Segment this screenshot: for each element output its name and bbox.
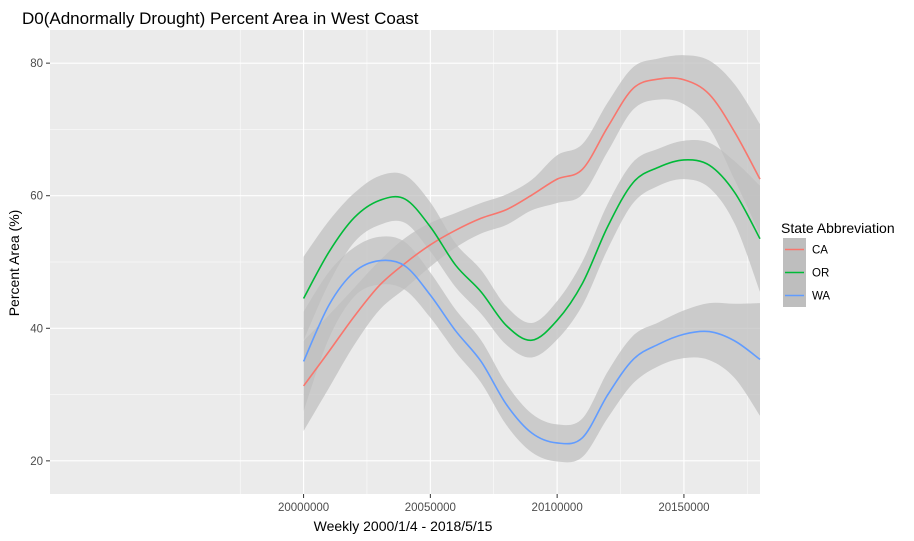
axis-ticks: 20000000 20050000 20100000 20150000 20 40 60 80: [30, 58, 709, 514]
series-lines: [302, 77, 761, 445]
confidence-ribbons: [303, 55, 760, 463]
x-tick-label: 20050000: [405, 502, 456, 514]
line-or: [302, 159, 761, 342]
chart-title: D0(Adnormally Drought) Percent Area in W…: [22, 9, 419, 28]
y-tick-label: 40: [30, 323, 43, 335]
legend-label-wa: WA: [812, 291, 830, 303]
x-tick-label: 20150000: [658, 502, 709, 514]
y-axis-title: Percent Area (%): [6, 210, 22, 317]
x-tick-label: 20000000: [278, 502, 329, 514]
x-tick-label: 20100000: [532, 502, 583, 514]
y-tick-label: 80: [30, 58, 43, 70]
x-axis-title: Weekly 2000/1/4 - 2018/5/15: [314, 518, 493, 534]
legend-label-ca: CA: [812, 245, 828, 257]
line-ca: [302, 77, 761, 387]
line-wa: [302, 259, 761, 445]
legend-label-or: OR: [812, 268, 829, 280]
ribbon-wa: [303, 236, 760, 463]
y-tick-label: 20: [30, 456, 43, 468]
legend-title: State Abbreviation: [781, 220, 895, 236]
y-tick-label: 60: [30, 191, 43, 203]
ribbon-or: [303, 139, 760, 358]
ribbon-ca: [303, 55, 760, 432]
legend: State Abbreviation CA OR WA: [781, 220, 895, 307]
